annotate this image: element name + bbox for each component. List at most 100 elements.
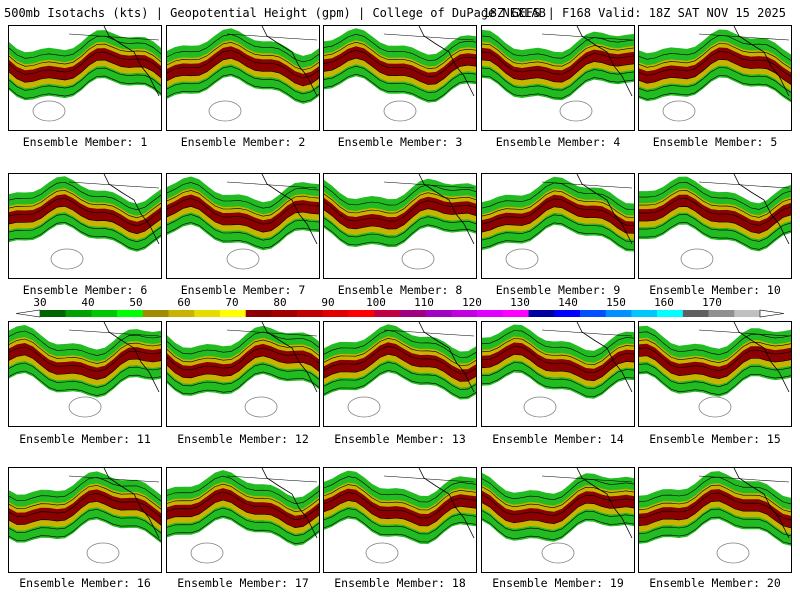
member-label: Ensemble Member: 9 bbox=[495, 283, 621, 297]
height-contour bbox=[167, 355, 319, 379]
isotach-map bbox=[482, 174, 634, 270]
height-contour bbox=[482, 478, 634, 501]
colorbar-swatch bbox=[682, 310, 709, 317]
height-contour bbox=[167, 331, 319, 355]
colorbar-swatch bbox=[297, 310, 324, 317]
colorbar-swatch bbox=[477, 310, 504, 317]
height-contour bbox=[639, 206, 791, 234]
coastline bbox=[103, 174, 160, 245]
border-line bbox=[68, 329, 160, 337]
ensemble-member-map bbox=[8, 25, 162, 131]
jet-band bbox=[9, 48, 161, 83]
height-contour bbox=[9, 493, 161, 518]
colorbar-swatch bbox=[40, 310, 67, 317]
height-contour bbox=[324, 476, 476, 503]
coastline bbox=[576, 322, 633, 393]
colorbar-swatch bbox=[605, 310, 632, 317]
coastline bbox=[576, 468, 633, 539]
member-label: Ensemble Member: 15 bbox=[649, 432, 781, 446]
height-contour-closed bbox=[662, 100, 696, 122]
colorbar-swatch bbox=[168, 310, 195, 317]
height-contour-closed bbox=[680, 248, 714, 270]
height-contour bbox=[9, 59, 161, 83]
jet-band bbox=[167, 46, 319, 86]
height-contour-closed bbox=[505, 248, 539, 270]
jet-band bbox=[639, 483, 791, 534]
height-contour bbox=[167, 33, 319, 63]
colorbar-tick-label: 30 bbox=[33, 296, 47, 309]
height-contour bbox=[639, 476, 791, 505]
height-contour bbox=[639, 43, 791, 69]
isotach-map bbox=[639, 26, 791, 122]
height-contour bbox=[482, 198, 634, 226]
height-contour bbox=[324, 65, 476, 93]
colorbar-tick-label: 110 bbox=[414, 296, 434, 309]
height-contour-closed bbox=[698, 396, 732, 418]
colorbar-arrow-right bbox=[759, 309, 785, 318]
height-contour bbox=[9, 477, 161, 502]
ensemble-member-map bbox=[481, 467, 635, 573]
isotach-map bbox=[639, 322, 791, 418]
height-contour bbox=[167, 206, 319, 233]
height-contour bbox=[324, 329, 476, 358]
colorbar-swatch bbox=[502, 310, 529, 317]
border-line bbox=[226, 329, 318, 337]
valid-time: 18Z GEFS | F168 Valid: 18Z SAT NOV 15 20… bbox=[482, 6, 786, 20]
height-contour-closed bbox=[68, 396, 102, 418]
height-contour bbox=[324, 49, 476, 77]
height-contour-closed bbox=[226, 248, 260, 270]
colorbar-swatch bbox=[142, 310, 169, 317]
member-label: Ensemble Member: 20 bbox=[649, 576, 781, 590]
height-contour bbox=[9, 205, 161, 235]
jet-band bbox=[482, 490, 634, 524]
height-contour bbox=[324, 500, 476, 527]
border-line bbox=[226, 475, 318, 483]
isotach-map bbox=[167, 468, 319, 564]
height-contour bbox=[324, 353, 476, 382]
map-title: 500mb Isotachs (kts) | Geopotential Heig… bbox=[4, 6, 546, 20]
height-contour bbox=[167, 347, 319, 371]
coastline bbox=[733, 26, 790, 97]
height-contour bbox=[639, 198, 791, 226]
isotach-map bbox=[167, 174, 319, 270]
height-contour bbox=[167, 475, 319, 505]
coastline bbox=[103, 322, 160, 393]
height-contour bbox=[9, 354, 161, 380]
coastline bbox=[103, 26, 160, 97]
height-contour bbox=[324, 224, 476, 246]
isotach-map bbox=[324, 174, 476, 270]
height-contour bbox=[167, 73, 319, 103]
height-contour bbox=[482, 362, 634, 390]
height-contour bbox=[167, 49, 319, 79]
height-contour bbox=[9, 485, 161, 510]
colorbar-tick-label: 160 bbox=[654, 296, 674, 309]
isotach-map bbox=[167, 26, 319, 122]
height-contour-closed bbox=[523, 396, 557, 418]
member-label: Ensemble Member: 19 bbox=[492, 576, 624, 590]
ensemble-member-map bbox=[166, 467, 320, 573]
border-line bbox=[383, 33, 475, 41]
member-label: Ensemble Member: 3 bbox=[337, 135, 463, 149]
height-contour bbox=[639, 182, 791, 210]
height-contour bbox=[167, 182, 319, 209]
member-label: Ensemble Member: 5 bbox=[652, 135, 778, 149]
height-contour bbox=[639, 222, 791, 250]
jet-band bbox=[324, 336, 476, 388]
height-contour bbox=[639, 51, 791, 77]
height-contour bbox=[167, 57, 319, 87]
colorbar-arrow-left bbox=[15, 309, 41, 318]
colorbar-swatch bbox=[425, 310, 452, 317]
border-line bbox=[541, 475, 633, 483]
jet-band bbox=[482, 47, 634, 83]
colorbar-swatch bbox=[528, 310, 555, 317]
jet-band bbox=[9, 489, 161, 526]
height-contour bbox=[482, 67, 634, 91]
member-label: Ensemble Member: 16 bbox=[19, 576, 151, 590]
colorbar-swatch bbox=[194, 310, 221, 317]
height-contour bbox=[639, 339, 791, 364]
member-label: Ensemble Member: 14 bbox=[492, 432, 624, 446]
height-contour bbox=[167, 491, 319, 521]
colorbar-swatch bbox=[580, 310, 607, 317]
height-contour-closed bbox=[32, 100, 66, 122]
ensemble-member-map bbox=[638, 25, 792, 131]
